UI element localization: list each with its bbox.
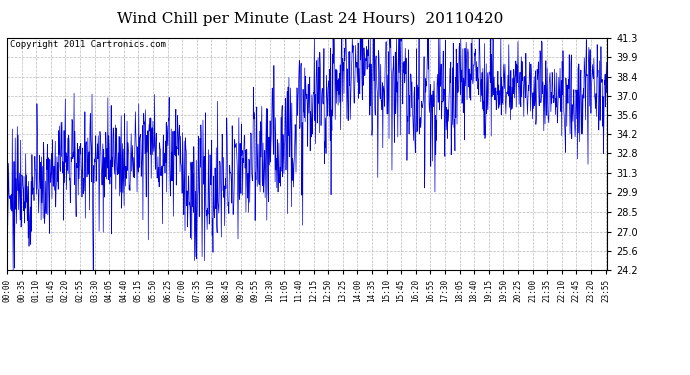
Text: Wind Chill per Minute (Last 24 Hours)  20110420: Wind Chill per Minute (Last 24 Hours) 20…: [117, 11, 504, 26]
Text: Copyright 2011 Cartronics.com: Copyright 2011 Cartronics.com: [10, 40, 166, 49]
